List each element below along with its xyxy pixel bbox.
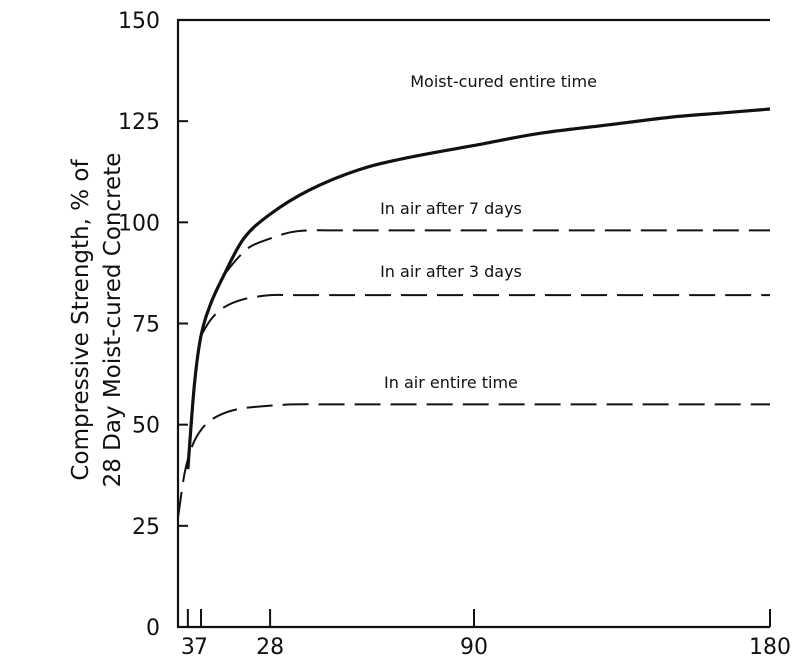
annotation-air-after-7-days: In air after 7 days <box>380 199 522 218</box>
y-tick-label: 150 <box>118 9 160 34</box>
axes <box>176 18 770 629</box>
y-tick-label: 100 <box>118 211 160 236</box>
y-tick-label: 50 <box>132 414 160 439</box>
y-tick-label: 75 <box>132 313 160 338</box>
ticks: 0 25 50 75 100 125 150 3 7 28 90 180 <box>118 9 791 660</box>
series-line-air-after-3-days <box>200 293 770 337</box>
y-tick-label: 125 <box>118 110 160 135</box>
y-tick-label: 0 <box>146 616 160 641</box>
x-tick-label: 7 <box>194 635 208 660</box>
series-lines <box>177 107 771 518</box>
annotation-moist-cured: Moist-cured entire time <box>410 72 597 91</box>
y-axis-label: Compressive Strength, % of 28 Day Moist-… <box>68 153 126 488</box>
y-axis-label-line-2: 28 Day Moist-cured Concrete <box>100 153 126 488</box>
x-tick-label: 180 <box>749 635 791 660</box>
series-line-moist-cured <box>186 107 771 470</box>
annotation-air-after-3-days: In air after 3 days <box>380 262 522 281</box>
axis-frame <box>176 18 770 629</box>
annotation-air-entire-time: In air entire time <box>384 373 518 392</box>
x-tick-label: 90 <box>460 635 488 660</box>
x-tick-label: 28 <box>256 635 284 660</box>
series-line-air-after-7-days <box>223 229 770 276</box>
annotations: Moist-cured entire time In air after 7 da… <box>380 72 597 392</box>
series-line-air-entire-time <box>177 403 770 518</box>
y-tick-label: 25 <box>132 515 160 540</box>
y-axis-label-line-1: Compressive Strength, % of <box>68 159 94 481</box>
x-tick-label: 3 <box>181 635 195 660</box>
